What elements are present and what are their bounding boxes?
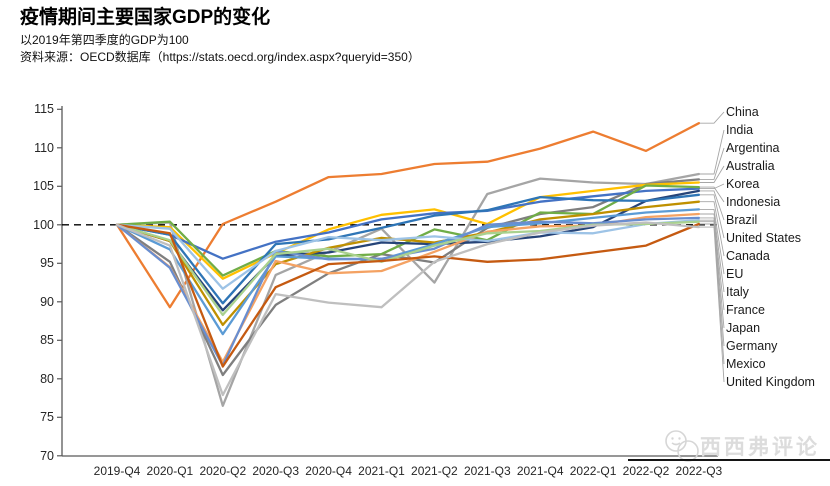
- page-title: 疫情期间主要国家GDP的变化: [20, 7, 271, 28]
- leader-line: [699, 183, 725, 190]
- legend-label-germany: Germany: [726, 339, 778, 353]
- leader-line: [699, 223, 725, 365]
- y-axis-tick-label: 100: [33, 217, 54, 232]
- legend-label-canada: Canada: [726, 249, 770, 263]
- leader-line: [699, 190, 725, 221]
- legend-label-korea: Korea: [726, 177, 760, 191]
- leader-line: [699, 226, 725, 383]
- legend-label-italy: Italy: [726, 285, 749, 299]
- x-axis-tick-label: 2020-Q2: [199, 464, 247, 478]
- series-line-united-kingdom: [115, 221, 701, 397]
- legend-label-india: India: [726, 123, 754, 137]
- leader-line: [699, 111, 725, 124]
- watermark-underline: [628, 459, 830, 461]
- series-line-indonesia: [115, 184, 701, 277]
- legend-label-indonesia: Indonesia: [726, 195, 781, 209]
- y-axis-tick-label: 70: [40, 448, 54, 463]
- y-axis-tick-label: 80: [40, 371, 54, 386]
- leader-line: [699, 194, 725, 239]
- series-line-canada: [115, 200, 701, 327]
- y-axis-tick-label: 110: [34, 140, 54, 155]
- legend-label-united-states: United States: [726, 231, 802, 245]
- leader-line: [699, 221, 725, 347]
- x-axis-tick-label: 2021-Q1: [358, 464, 405, 478]
- series-line-korea: [115, 187, 701, 260]
- leader-line: [699, 165, 725, 183]
- legend-label-mexico: Mexico: [726, 357, 766, 371]
- legend-label-brazil: Brazil: [726, 213, 758, 227]
- leader-line: [699, 208, 725, 275]
- y-axis-tick-label: 105: [33, 179, 54, 194]
- series-line-mexico: [115, 222, 701, 368]
- watermark-text: 西西弗评论: [700, 436, 820, 459]
- series-line-china: [115, 122, 701, 309]
- series-line-australia: [115, 181, 701, 280]
- y-axis-tick-label: 115: [34, 102, 54, 117]
- x-axis-tick-label: 2022-Q1: [569, 464, 617, 478]
- x-axis-tick-label: 2021-Q2: [411, 464, 458, 478]
- chart-subtitle: 以2019年第四季度的GDP为100: [20, 33, 189, 47]
- y-axis-tick-label: 95: [40, 256, 54, 271]
- x-axis-tick-label: 2020-Q1: [146, 464, 194, 478]
- legend-label-china: China: [726, 105, 759, 119]
- leader-line: [699, 219, 725, 329]
- legend-label-united-kingdom: United Kingdom: [726, 375, 815, 389]
- x-axis-tick-label: 2022-Q2: [622, 464, 670, 478]
- legend-label-eu: EU: [726, 267, 744, 281]
- x-axis-tick-label: 2019-Q4: [93, 464, 141, 478]
- x-axis-tick-label: 2021-Q4: [516, 464, 564, 478]
- leader-line: [699, 129, 725, 175]
- y-axis-tick-label: 90: [40, 294, 54, 309]
- chart-header: 疫情期间主要国家GDP的变化 以2019年第四季度的GDP为100 资料来源：O…: [20, 6, 420, 65]
- y-axis-tick-label: 85: [40, 333, 54, 348]
- legend-label-australia: Australia: [726, 159, 775, 173]
- series-line-india: [115, 172, 701, 407]
- legend-label-japan: Japan: [726, 321, 761, 335]
- x-axis-tick-label: 2022-Q3: [675, 464, 723, 478]
- x-axis-tick-label: 2021-Q3: [463, 464, 511, 478]
- series-line-eu: [115, 208, 701, 336]
- legend-label-france: France: [726, 303, 765, 317]
- chart-source: 资料来源：OECD数据库（https://stats.oecd.org/inde…: [20, 50, 420, 64]
- leader-line: [699, 217, 725, 311]
- series-line-japan: [115, 219, 701, 290]
- leader-line: [699, 213, 725, 293]
- leader-line: [699, 201, 725, 257]
- y-axis-tick-label: 75: [40, 410, 54, 425]
- series-line-united-states: [115, 193, 701, 305]
- x-axis-tick-label: 2020-Q3: [252, 464, 300, 478]
- x-axis-tick-label: 2020-Q4: [305, 464, 352, 478]
- legend-label-argentina: Argentina: [726, 141, 780, 155]
- leader-line: [699, 186, 725, 203]
- leader-line: [699, 147, 725, 180]
